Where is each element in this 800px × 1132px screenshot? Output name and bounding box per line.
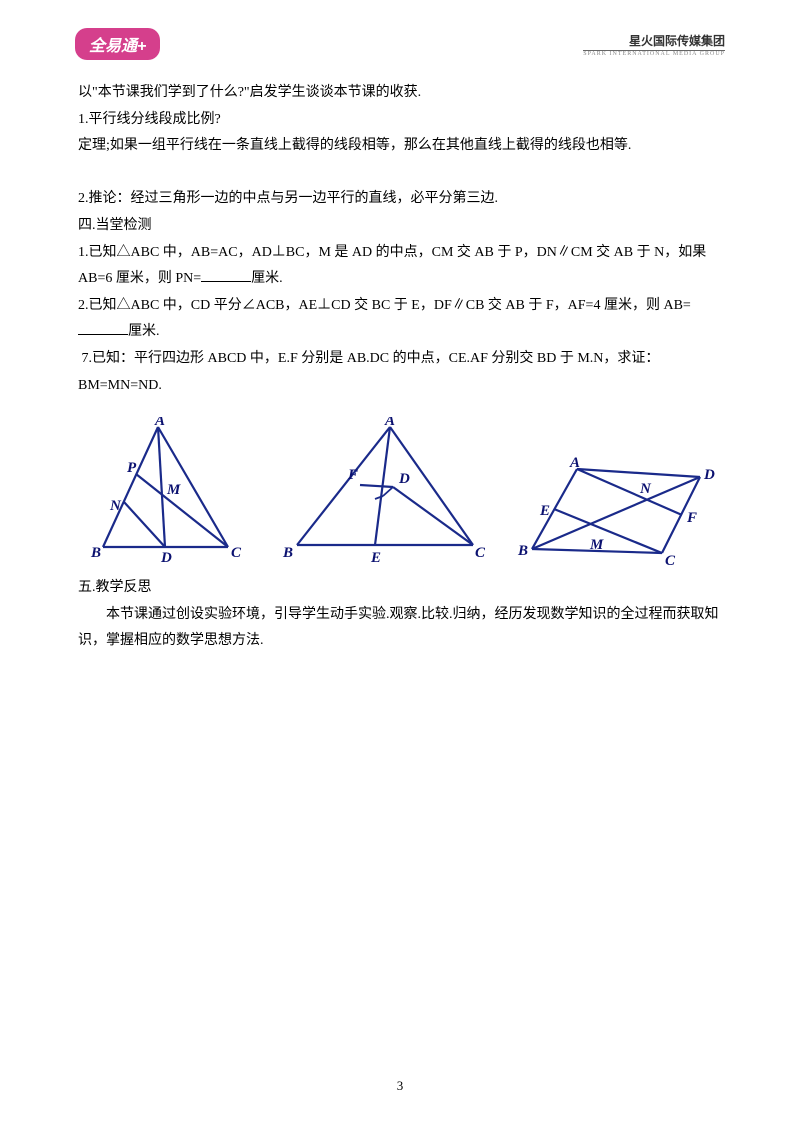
svg-text:D: D (160, 550, 172, 566)
svg-text:D: D (703, 467, 715, 483)
svg-text:A: A (569, 457, 580, 471)
diagram-3: A D B C E F M N (512, 457, 717, 567)
blank-1 (201, 268, 251, 282)
spacer (78, 160, 722, 187)
paragraph-8: 7.已知：平行四边形 ABCD 中，E.F 分别是 AB.DC 的中点，CE.A… (78, 346, 722, 399)
header-company: 星火国际传媒集团 (583, 32, 725, 51)
svg-text:C: C (475, 545, 485, 561)
header-right-block: 星火国际传媒集团 SPARK INTERNATIONAL MEDIA GROUP (583, 32, 725, 57)
svg-text:E: E (539, 503, 550, 519)
svg-text:P: P (127, 460, 137, 476)
svg-text:F: F (347, 467, 358, 483)
diagram-2: A B C E D F (275, 417, 485, 567)
diagram-1: A B C D M P N (83, 417, 248, 567)
q1-text-a: 1.已知△ABC 中，AB=AC，AD⊥BC，M 是 AD 的中点，CM 交 A… (78, 245, 706, 287)
paragraph-10: 本节课通过创设实验环境，引导学生动手实验.观察.比较.归纳，经历发现数学知识的全… (78, 602, 722, 655)
svg-text:M: M (166, 482, 181, 498)
svg-text:N: N (109, 498, 122, 514)
paragraph-5: 四.当堂检测 (78, 213, 722, 240)
svg-text:B: B (90, 545, 101, 561)
q2-text-a: 2.已知△ABC 中，CD 平分∠ACB，AE⊥CD 交 BC 于 E，DF∥C… (78, 298, 691, 313)
svg-text:C: C (231, 545, 242, 561)
svg-text:C: C (665, 553, 676, 567)
q1-text-b: 厘米. (251, 271, 283, 286)
paragraph-4: 2.推论：经过三角形一边的中点与另一边平行的直线，必平分第三边. (78, 186, 722, 213)
svg-text:A: A (154, 417, 165, 429)
diagram-row: A B C D M P N A B C E D F A D B C E F M N (78, 417, 722, 567)
header-company-sub: SPARK INTERNATIONAL MEDIA GROUP (583, 51, 725, 57)
page-header: 全易通+ 星火国际传媒集团 SPARK INTERNATIONAL MEDIA … (0, 0, 800, 60)
svg-text:F: F (686, 510, 697, 526)
document-body: 以"本节课我们学到了什么?"启发学生谈谈本节课的收获. 1.平行线分线段成比例?… (0, 60, 800, 655)
logo-badge: 全易通+ (75, 28, 160, 60)
paragraph-3: 定理;如果一组平行线在一条直线上截得的线段相等，那么在其他直线上截得的线段也相等… (78, 133, 722, 160)
paragraph-9: 五.教学反思 (78, 575, 722, 602)
page-number: 3 (0, 1078, 800, 1094)
paragraph-6: 1.已知△ABC 中，AB=AC，AD⊥BC，M 是 AD 的中点，CM 交 A… (78, 240, 722, 293)
svg-text:B: B (517, 543, 528, 559)
paragraph-7: 2.已知△ABC 中，CD 平分∠ACB，AE⊥CD 交 BC 于 E，DF∥C… (78, 293, 722, 346)
blank-2 (78, 321, 128, 335)
svg-text:E: E (370, 550, 381, 566)
paragraph-1: 以"本节课我们学到了什么?"启发学生谈谈本节课的收获. (78, 80, 722, 107)
svg-text:M: M (589, 537, 604, 553)
svg-text:B: B (282, 545, 293, 561)
svg-text:D: D (398, 471, 410, 487)
svg-text:A: A (384, 417, 395, 429)
svg-text:N: N (639, 481, 652, 497)
q2-text-b: 厘米. (128, 324, 160, 339)
paragraph-2: 1.平行线分线段成比例? (78, 107, 722, 134)
